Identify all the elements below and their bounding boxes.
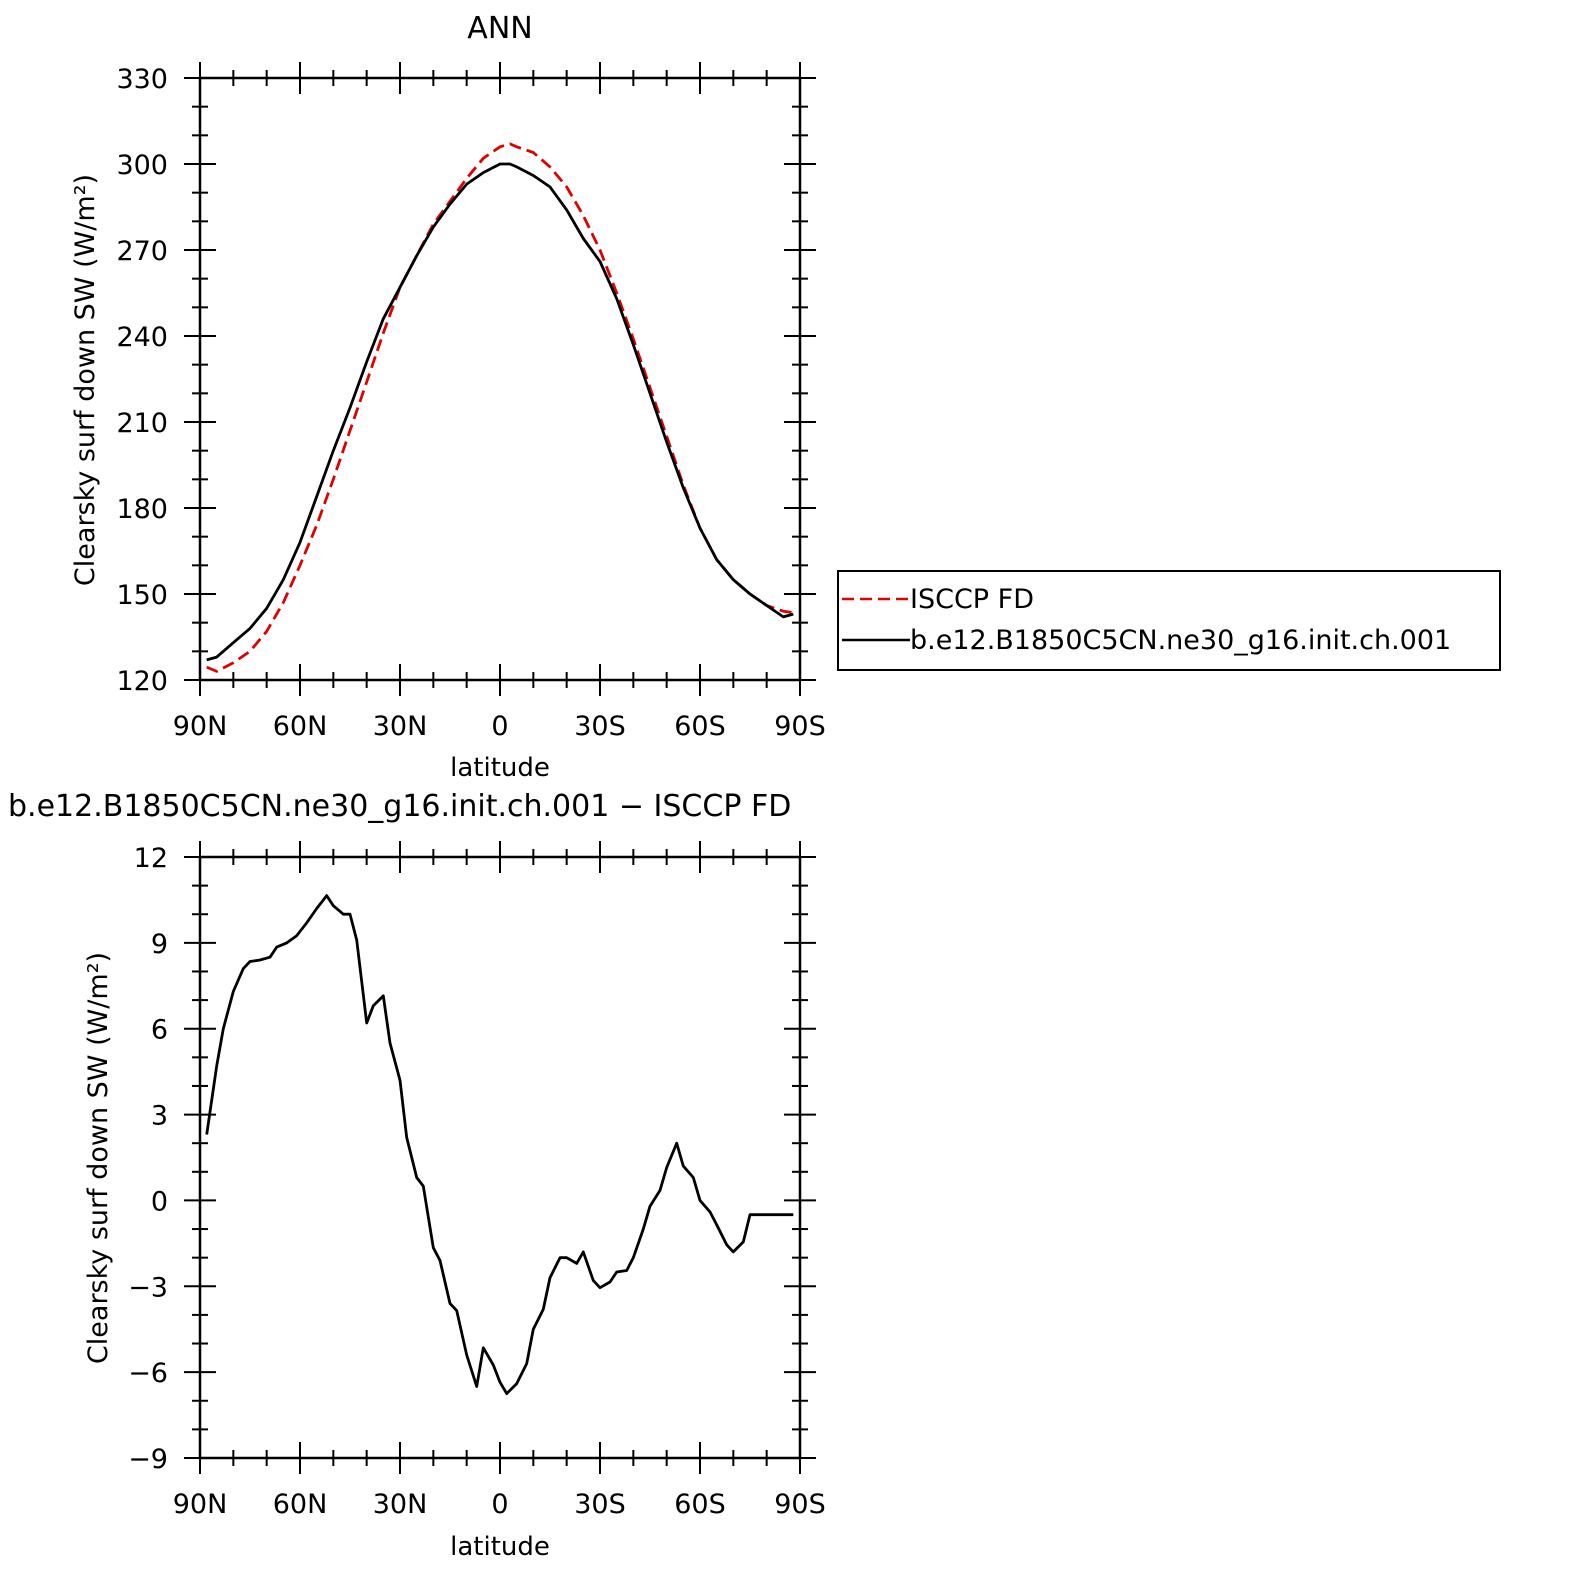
top-panel-y-tick-labels: 120 150 180 210 240 270 300 330 (116, 64, 168, 697)
top-panel-x-tick-label: 60S (674, 711, 726, 742)
bottom-panel-x-tick-label: 30N (373, 1489, 428, 1520)
legend-label-isccp: ISCCP FD (910, 584, 1034, 615)
legend-label-model: b.e12.B1850C5CN.ne30_g16.init.ch.001 (910, 625, 1451, 656)
bottom-panel-x-tick-label: 90S (774, 1489, 826, 1520)
bottom-panel-y-tick-label: −3 (128, 1272, 168, 1303)
bottom-panel-y-tick-label: 6 (151, 1015, 168, 1046)
bottom-panel-y-axis-label: Clearsky surf down SW (W/m²) (83, 952, 114, 1364)
bottom-panel-x-tick-labels: 90N 60N 30N 0 30S 60S 90S (173, 1489, 826, 1520)
top-panel-ticks (184, 62, 816, 696)
top-panel-plot-area (184, 62, 816, 696)
legend-box (837, 570, 1501, 671)
legend: ISCCP FD b.e12.B1850C5CN.ne30_g16.init.c… (837, 570, 1501, 671)
bottom-panel-y-tick-label: −6 (128, 1358, 168, 1389)
bottom-panel-x-axis-label: latitude (450, 1532, 550, 1562)
bottom-panel-x-tick-label: 60S (674, 1489, 726, 1520)
top-panel-y-tick-label: 300 (116, 150, 168, 181)
top-panel-x-tick-label: 30N (373, 711, 428, 742)
bottom-panel-y-tick-label: 9 (151, 929, 168, 960)
top-panel-y-tick-label: 210 (116, 408, 168, 439)
bottom-panel-y-tick-label: 0 (151, 1186, 168, 1217)
isccp-fd-line (206, 142, 794, 673)
top-panel-y-tick-label: 330 (116, 64, 168, 95)
top-panel-y-tick-label: 240 (116, 322, 168, 353)
bottom-panel: b.e12.B1850C5CN.ne30_g16.init.ch.001 − I… (8, 789, 826, 1562)
bottom-panel-x-tick-label: 60N (273, 1489, 328, 1520)
top-panel-x-tick-label: 60N (273, 711, 328, 742)
top-panel-y-tick-label: 180 (116, 494, 168, 525)
bottom-panel-plot-area (184, 841, 816, 1474)
bottom-panel-y-tick-label: −9 (128, 1444, 168, 1475)
top-panel: ANN 120 150 180 210 240 270 300 330 90N 60N 30N 0 3… (70, 11, 1501, 783)
top-panel-x-tick-label: 90S (774, 711, 826, 742)
top-panel-x-axis-label: latitude (450, 753, 550, 783)
top-panel-x-tick-label: 30S (574, 711, 626, 742)
top-panel-y-tick-label: 270 (116, 236, 168, 267)
bottom-panel-y-tick-labels: −9 −6 −3 0 3 6 9 12 (128, 843, 168, 1475)
difference-line (205, 894, 794, 1395)
model-line (206, 162, 794, 662)
bottom-panel-frame (198, 855, 802, 1460)
top-panel-x-tick-label: 90N (173, 711, 228, 742)
bottom-panel-x-tick-label: 30S (574, 1489, 626, 1520)
top-panel-y-tick-label: 150 (116, 580, 168, 611)
bottom-panel-x-tick-label: 0 (491, 1489, 508, 1520)
top-panel-title: ANN (467, 11, 532, 46)
bottom-panel-y-tick-label: 3 (151, 1101, 168, 1132)
top-panel-y-axis-label: Clearsky surf down SW (W/m²) (70, 174, 101, 586)
bottom-panel-x-tick-label: 90N (173, 1489, 228, 1520)
bottom-panel-ticks (184, 841, 816, 1474)
bottom-panel-title: b.e12.B1850C5CN.ne30_g16.init.ch.001 − I… (8, 789, 791, 824)
top-panel-y-tick-label: 120 (116, 666, 168, 697)
top-panel-x-tick-label: 0 (491, 711, 508, 742)
bottom-panel-y-tick-label: 12 (134, 843, 168, 874)
top-panel-frame (198, 76, 802, 682)
top-panel-x-tick-labels: 90N 60N 30N 0 30S 60S 90S (173, 711, 826, 742)
